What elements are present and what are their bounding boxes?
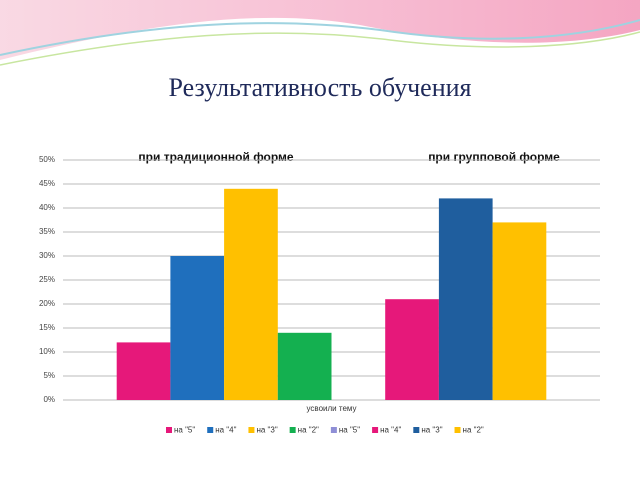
y-tick-label: 5% bbox=[43, 371, 55, 380]
bar bbox=[438, 198, 493, 400]
x-tick-label: усвоили тему bbox=[307, 404, 357, 413]
legend-label: на "4" bbox=[215, 426, 236, 435]
y-tick-label: 10% bbox=[39, 347, 55, 356]
legend-label: на "5" bbox=[339, 426, 360, 435]
bar bbox=[170, 256, 225, 400]
decor-wave bbox=[0, 0, 640, 60]
bar bbox=[492, 222, 547, 400]
legend-swatch bbox=[413, 427, 420, 433]
y-tick-label: 30% bbox=[39, 251, 55, 260]
decor-line bbox=[0, 31, 640, 66]
y-tick-label: 20% bbox=[39, 299, 55, 308]
legend-swatch bbox=[454, 427, 461, 433]
legend-label: на "5" bbox=[174, 426, 195, 435]
decor-line bbox=[0, 19, 640, 56]
bar bbox=[385, 299, 439, 400]
bar bbox=[116, 342, 171, 400]
y-tick-label: 45% bbox=[39, 179, 55, 188]
legend-label: на "3" bbox=[421, 426, 442, 435]
legend-label: на "4" bbox=[380, 426, 401, 435]
legend-swatch bbox=[289, 427, 296, 433]
annotation: при традиционной форме bbox=[138, 150, 294, 164]
legend-label: на "2" bbox=[463, 426, 484, 435]
slide-title: Результативность обучения bbox=[169, 73, 472, 102]
legend-swatch bbox=[207, 427, 214, 433]
y-tick-label: 50% bbox=[39, 155, 55, 164]
bar bbox=[277, 332, 332, 400]
y-tick-label: 0% bbox=[43, 395, 55, 404]
y-tick-label: 25% bbox=[39, 275, 55, 284]
y-tick-label: 40% bbox=[39, 203, 55, 212]
legend-swatch bbox=[330, 427, 337, 433]
annotation: при групповой форме bbox=[428, 150, 560, 164]
legend-swatch bbox=[248, 427, 255, 433]
legend-swatch bbox=[372, 427, 379, 433]
legend-label: на "3" bbox=[256, 426, 277, 435]
legend-swatch bbox=[166, 427, 172, 433]
bar bbox=[224, 188, 278, 400]
legend-label: на "2" bbox=[298, 426, 319, 435]
y-tick-label: 15% bbox=[39, 323, 55, 332]
y-tick-label: 35% bbox=[39, 227, 55, 236]
